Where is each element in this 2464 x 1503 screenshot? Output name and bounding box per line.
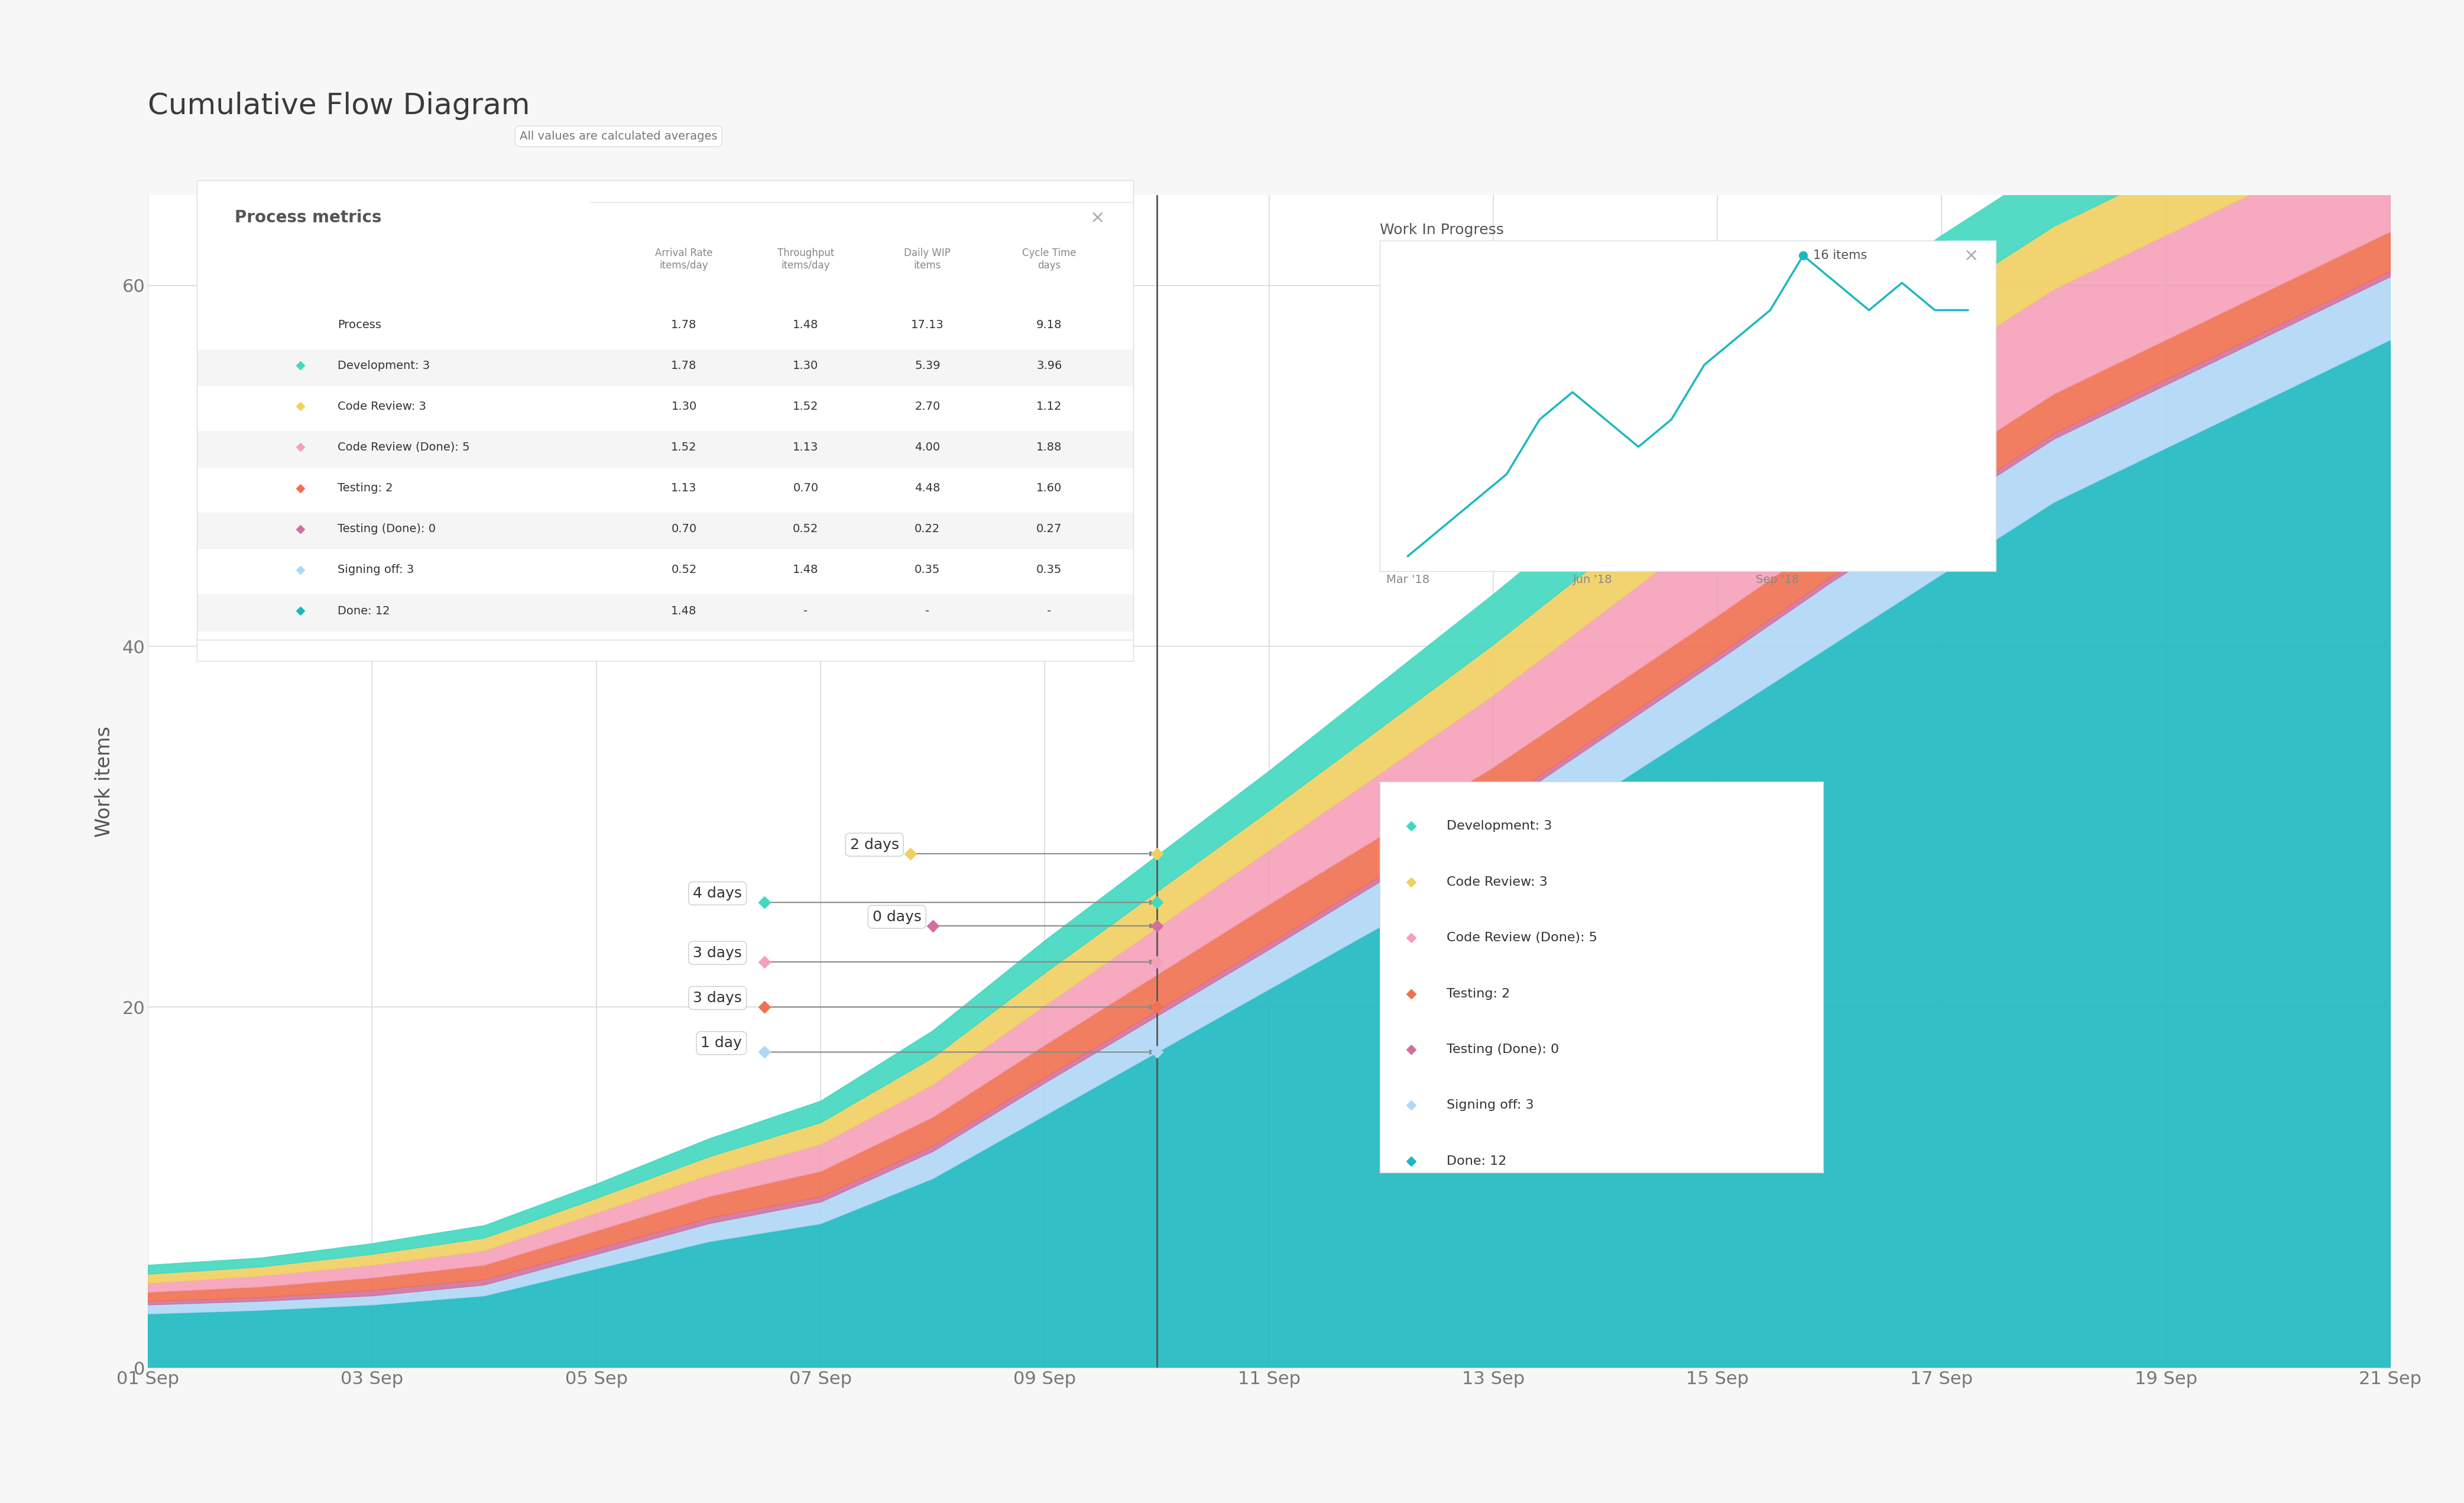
Text: Cumulative Flow Diagram: Cumulative Flow Diagram [148, 92, 530, 120]
Text: 1.88: 1.88 [1037, 442, 1062, 452]
Text: 1 day: 1 day [700, 1036, 742, 1051]
Text: 4.48: 4.48 [914, 482, 941, 494]
Text: 1.30: 1.30 [793, 359, 818, 371]
FancyBboxPatch shape [197, 595, 1133, 631]
Text: Work In Progress: Work In Progress [1380, 222, 1503, 237]
Text: Signing off: 3: Signing off: 3 [1446, 1099, 1533, 1111]
Text: Cycle Time
days: Cycle Time days [1023, 248, 1077, 271]
Text: Code Review (Done): 5: Code Review (Done): 5 [1446, 932, 1597, 944]
Text: 5.39: 5.39 [914, 359, 941, 371]
Text: Testing (Done): 0: Testing (Done): 0 [1446, 1043, 1560, 1055]
Text: Code Review: 3: Code Review: 3 [1446, 876, 1547, 888]
Text: 0.52: 0.52 [793, 523, 818, 535]
Text: 1.52: 1.52 [670, 442, 697, 452]
Text: 17.13: 17.13 [912, 319, 944, 331]
Y-axis label: Work items: Work items [94, 726, 113, 837]
FancyBboxPatch shape [197, 431, 1133, 467]
Text: Done: 12: Done: 12 [338, 606, 389, 616]
Text: 0.35: 0.35 [914, 564, 941, 576]
Text: 4 days: 4 days [692, 887, 742, 900]
Text: -: - [1047, 606, 1052, 616]
Text: 1.30: 1.30 [670, 401, 697, 412]
Text: 1.78: 1.78 [670, 319, 697, 331]
Text: Arrival Rate
items/day: Arrival Rate items/day [655, 248, 712, 271]
Text: -: - [926, 606, 929, 616]
Text: ×: × [1964, 246, 1979, 265]
Text: 1.78: 1.78 [670, 359, 697, 371]
Text: 1.12: 1.12 [1037, 401, 1062, 412]
Text: 9.18: 9.18 [1037, 319, 1062, 331]
Text: 1.13: 1.13 [670, 482, 697, 494]
Text: 0.52: 0.52 [670, 564, 697, 576]
Text: 1.52: 1.52 [793, 401, 818, 412]
Text: 1.60: 1.60 [1037, 482, 1062, 494]
Text: Signing off: 3: Signing off: 3 [338, 564, 414, 576]
Text: 2 days: 2 days [850, 837, 899, 852]
Text: Done: 12: Done: 12 [1446, 1156, 1506, 1168]
FancyBboxPatch shape [197, 513, 1133, 550]
Text: Testing (Done): 0: Testing (Done): 0 [338, 523, 436, 535]
Text: Development: 3: Development: 3 [338, 359, 429, 371]
Text: Code Review: 3: Code Review: 3 [338, 401, 426, 412]
Text: 0.22: 0.22 [914, 523, 941, 535]
Text: 3.96: 3.96 [1037, 359, 1062, 371]
Text: Throughput
items/day: Throughput items/day [776, 248, 835, 271]
Text: Process metrics: Process metrics [234, 209, 382, 225]
Text: 4.00: 4.00 [914, 442, 941, 452]
Text: 16 items: 16 items [1814, 249, 1868, 262]
Text: Daily WIP
items: Daily WIP items [904, 248, 951, 271]
FancyBboxPatch shape [197, 349, 1133, 386]
Text: 0.70: 0.70 [793, 482, 818, 494]
Text: 0.70: 0.70 [670, 523, 697, 535]
Text: 1.48: 1.48 [793, 564, 818, 576]
Text: 1.13: 1.13 [793, 442, 818, 452]
Text: Development: 3: Development: 3 [1446, 821, 1552, 833]
Text: Code Review (Done): 5: Code Review (Done): 5 [338, 442, 471, 452]
Text: 0.27: 0.27 [1037, 523, 1062, 535]
Text: 3 days: 3 days [692, 945, 742, 960]
Text: Process: Process [338, 319, 382, 331]
Text: 0.35: 0.35 [1037, 564, 1062, 576]
Text: 1.48: 1.48 [670, 606, 697, 616]
Text: All values are calculated averages: All values are calculated averages [520, 131, 717, 141]
Text: Testing: 2: Testing: 2 [338, 482, 392, 494]
Text: 2.70: 2.70 [914, 401, 941, 412]
Text: 3 days: 3 days [692, 990, 742, 1006]
Text: Testing: 2: Testing: 2 [1446, 987, 1510, 999]
Text: 0 days: 0 days [872, 909, 922, 924]
Text: -: - [803, 606, 808, 616]
Text: ×: × [1089, 209, 1106, 227]
Text: 1.48: 1.48 [793, 319, 818, 331]
